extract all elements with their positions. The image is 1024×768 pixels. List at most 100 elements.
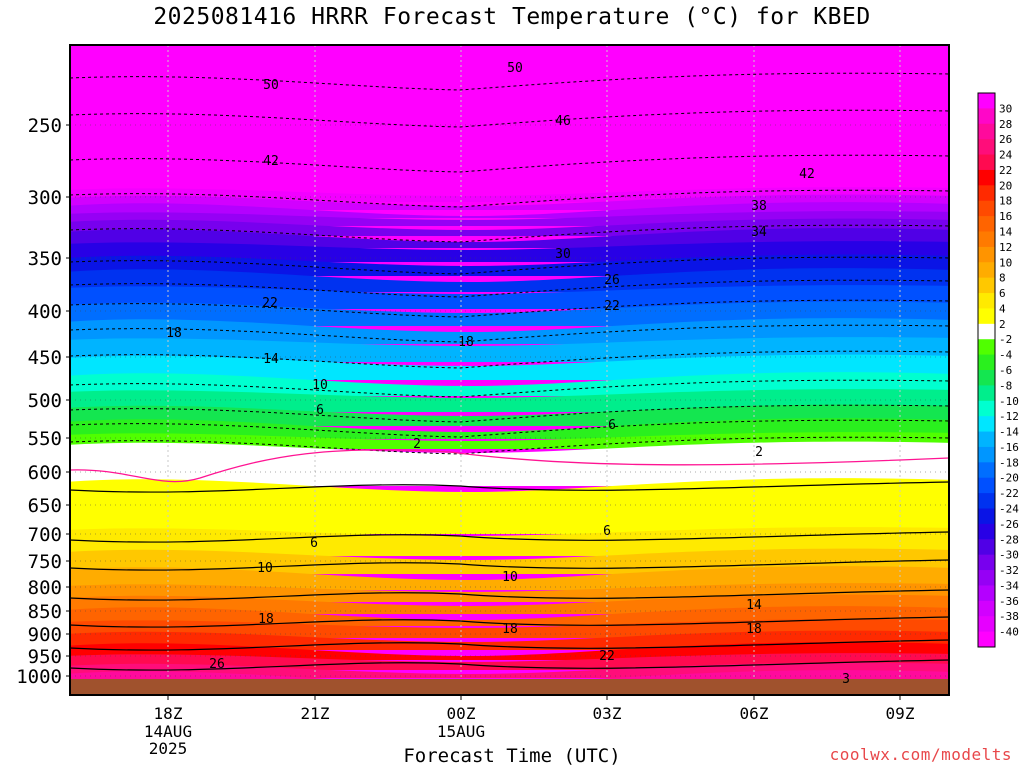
colorbar-label: 4 <box>999 302 1006 315</box>
colorbar-swatch <box>978 123 995 140</box>
contour-label: 18 <box>166 326 182 341</box>
contour-label: 50 <box>507 61 523 76</box>
contour-line-solid <box>70 531 949 543</box>
colorbar-swatch <box>978 139 995 156</box>
colorbar-swatch <box>978 631 995 648</box>
contour-line-solid <box>70 639 949 651</box>
y-tick-label: 350 <box>28 248 62 270</box>
contour-label: 22 <box>604 299 620 314</box>
contour-label: 18 <box>258 612 274 627</box>
contour-label: 22 <box>599 649 615 664</box>
contour-line-solid <box>70 659 949 671</box>
colorbar-label: -2 <box>999 333 1012 346</box>
contour-label: 30 <box>555 247 571 262</box>
temperature-band <box>70 548 949 574</box>
colorbar-label: -16 <box>999 441 1019 454</box>
colorbar-swatch <box>978 108 995 125</box>
x-tick-label: 09Z <box>886 704 915 723</box>
contour-label: 6 <box>310 536 318 551</box>
temperature-band <box>70 566 949 590</box>
contour-label: 50 <box>263 78 279 93</box>
temperature-band <box>70 441 949 486</box>
contour-label: 42 <box>799 167 815 182</box>
colorbar-swatch <box>978 246 995 263</box>
colorbar-swatch <box>978 308 995 325</box>
ground-strip <box>70 679 949 695</box>
contour-line-dashed <box>70 350 949 369</box>
contour-line-dashed <box>70 324 949 343</box>
colorbar-label: -12 <box>999 410 1019 423</box>
x-tick-label: 18Z <box>154 704 183 723</box>
colorbar-swatch <box>978 385 995 402</box>
x-axis-label: Forecast Time (UTC) <box>403 745 621 767</box>
temperature-band <box>70 372 949 396</box>
colorbar-label: 20 <box>999 179 1012 192</box>
colorbar-label: 14 <box>999 226 1013 239</box>
colorbar-label: 30 <box>999 102 1012 115</box>
colorbar-swatch <box>978 446 995 463</box>
colorbar-label: -40 <box>999 626 1019 639</box>
colorbar-label: 6 <box>999 287 1006 300</box>
contour-line-dashed <box>70 224 949 243</box>
contour-label: 2 <box>755 445 763 460</box>
colorbar-label: -6 <box>999 364 1012 377</box>
contour-line-dashed <box>70 404 949 423</box>
temperature-band <box>70 318 949 344</box>
chart-title: 2025081416 HRRR Forecast Temperature (°C… <box>153 4 871 30</box>
colorbar-swatch <box>978 431 995 448</box>
y-tick-label: 500 <box>28 390 62 412</box>
y-tick-label: 750 <box>28 551 62 573</box>
x-tick-sublabel: 15AUG <box>437 722 485 741</box>
y-tick-label: 700 <box>28 524 62 546</box>
credit-link[interactable]: coolwx.com/modelts <box>829 745 1012 764</box>
temperature-band <box>70 354 949 380</box>
contour-label: 6 <box>603 524 611 539</box>
colorbar-label: -38 <box>999 610 1019 623</box>
colorbar-label: 18 <box>999 195 1012 208</box>
y-tick-label: 1000 <box>16 666 62 688</box>
temperature-band <box>70 268 949 292</box>
y-tick-label: 450 <box>28 347 62 369</box>
temperature-band <box>70 285 949 309</box>
colorbar-label: -36 <box>999 595 1019 608</box>
colorbar-swatch <box>978 354 995 371</box>
contour-label: 34 <box>751 225 767 240</box>
contour-label: 38 <box>751 199 767 214</box>
contour-label: 2 <box>413 437 421 452</box>
colorbar-swatch <box>978 539 995 556</box>
contour-line-dashed <box>70 154 949 173</box>
contour-label: 14 <box>263 352 279 367</box>
contour-label: 6 <box>316 403 324 418</box>
colorbar-swatch <box>978 523 995 540</box>
contour-line-dashed <box>70 436 949 455</box>
colorbar-swatch <box>978 293 995 309</box>
contour-line-solid <box>70 559 949 571</box>
y-tick-label: 800 <box>28 577 62 599</box>
colorbar-label: -34 <box>999 579 1019 592</box>
colorbar-swatch <box>978 370 995 386</box>
colorbar-swatch <box>978 154 995 171</box>
colorbar-swatch <box>978 616 995 633</box>
colorbar-label: -26 <box>999 518 1019 531</box>
colorbar-label: -20 <box>999 472 1019 485</box>
contour-line-dashed <box>70 72 949 91</box>
colorbar-label: 24 <box>999 149 1013 162</box>
colorbar-swatch <box>978 508 995 525</box>
contour-line-dashed <box>70 189 949 208</box>
contour-line-zero <box>70 449 949 483</box>
y-tick-label: 550 <box>28 428 62 450</box>
contour-line-dashed <box>70 256 949 275</box>
colorbar-label: -32 <box>999 564 1019 577</box>
x-tick-label: 00Z <box>447 704 476 723</box>
contour-label: 6 <box>608 418 616 433</box>
plot-area <box>70 45 949 695</box>
colorbar-frame <box>977 92 996 648</box>
colorbar-swatch <box>978 554 995 571</box>
colorbar-label: 12 <box>999 241 1012 254</box>
colorbar-label: 26 <box>999 133 1012 146</box>
colorbar-swatch <box>978 93 995 109</box>
colorbar-swatch <box>978 339 995 356</box>
colorbar-swatch <box>978 231 995 248</box>
colorbar-swatch <box>978 200 995 217</box>
contour-label: 18 <box>502 622 518 637</box>
